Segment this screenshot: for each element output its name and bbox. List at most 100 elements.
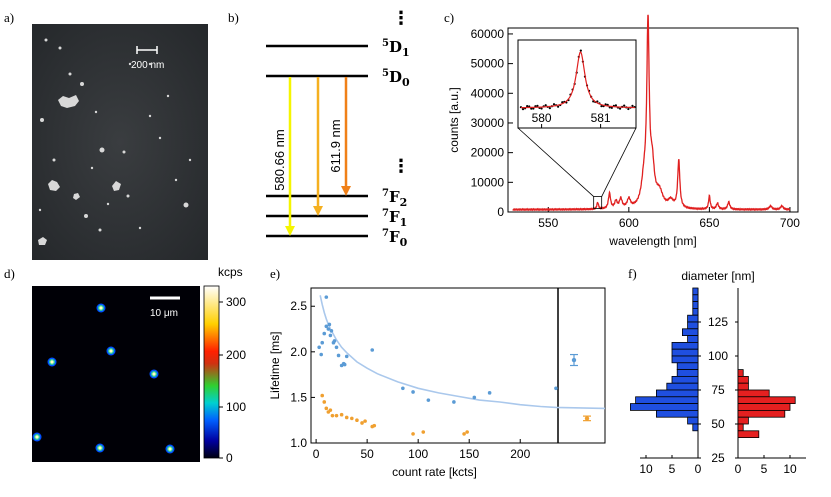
data-point-blue	[370, 348, 375, 352]
emitter-spot-core	[35, 435, 39, 439]
scale-bar-200nm	[136, 46, 158, 54]
colorbar	[203, 285, 220, 459]
emitter-spot-core	[99, 306, 103, 310]
data-point-orange	[324, 406, 329, 411]
colorbar-tick-label: 100	[226, 400, 246, 414]
zoom-box	[593, 196, 603, 209]
inset-data-point	[614, 104, 618, 107]
x-tick-label-right: 0	[735, 462, 742, 476]
histogram-bar-right	[737, 382, 749, 391]
data-point-orange	[465, 430, 469, 434]
histogram-bar-left	[692, 423, 699, 432]
inset-data-point	[610, 106, 613, 109]
histogram-bar-left	[671, 348, 699, 357]
x-tick-label-right: 10	[783, 462, 797, 476]
data-point-blue	[487, 391, 492, 395]
panel-label-b: b)	[228, 10, 239, 25]
sem-particles	[38, 38, 192, 245]
histogram-bar-left	[666, 382, 699, 391]
level-subscript: 1	[400, 216, 408, 229]
confocal-background	[32, 286, 200, 462]
histogram-bar-left	[682, 328, 699, 336]
histogram-bar-left	[692, 301, 699, 309]
data-point-orange	[328, 408, 333, 412]
inset-data-point	[532, 107, 535, 110]
colorbar-ticks: 300 200 100 0	[219, 295, 246, 465]
histogram-bar-left	[671, 341, 699, 350]
histogram-bar-right	[737, 423, 744, 432]
histogram-bar-left	[671, 355, 699, 364]
inset-data-point	[544, 104, 547, 107]
histogram-bar-left	[692, 307, 699, 316]
lifetime-frame	[310, 287, 606, 444]
transition-label-0: 580.66 nm	[272, 129, 287, 190]
level-superscript: 7	[382, 188, 389, 199]
panel-label-f: f)	[628, 266, 637, 281]
fit-curve	[319, 295, 606, 410]
data-point-orange	[344, 415, 349, 420]
x-tick-label: 650	[699, 216, 719, 230]
data-point-orange	[372, 423, 377, 428]
nanoparticle	[48, 180, 60, 191]
histogram-bar-right	[737, 409, 786, 418]
inset-data-point	[540, 107, 543, 110]
x-tick-label: 100	[408, 447, 428, 461]
y-tick-label: 75	[711, 383, 725, 397]
inset-data-point	[530, 107, 533, 110]
inset-data-point	[552, 103, 556, 106]
data-point-blue	[411, 390, 415, 394]
zoom-connector	[517, 127, 594, 197]
data-point-blue	[452, 400, 456, 404]
histogram-bar-left	[676, 369, 699, 377]
nanoparticle	[73, 193, 80, 200]
emitter-spot-core	[168, 447, 172, 451]
emitter-spot-core	[109, 349, 113, 353]
y-tick-label: 2.5	[290, 299, 307, 313]
level-superscript: 5	[382, 68, 389, 79]
ellipsis-1: ⋮	[392, 156, 410, 177]
histogram-bar-left	[687, 335, 699, 343]
data-point-blue	[319, 352, 324, 357]
histogram-bar-left	[692, 287, 699, 296]
histogram-title: diameter [nm]	[681, 269, 754, 283]
inset-data-point	[557, 105, 560, 108]
data-point-blue	[320, 340, 325, 345]
data-point-orange	[355, 418, 359, 423]
inset-data-point	[521, 108, 525, 111]
histogram-bar-left	[692, 294, 699, 302]
x-tick-label-left: 0	[695, 462, 702, 476]
y-axis-label: Lifetime [ms]	[268, 331, 282, 399]
scale-bar-label: 200 nm	[131, 60, 164, 71]
level-label-7F0: 7F0	[382, 228, 408, 249]
level-subscript: 0	[400, 236, 408, 249]
histogram-bar-right	[737, 396, 796, 404]
lifetime-chart: 0 50 100 150 200 1.0 1.5 2.0 2.5 count rate [kcts…	[268, 287, 606, 479]
data-point-blue	[332, 339, 337, 343]
histogram-bar-right	[737, 375, 749, 384]
level-letter: F	[389, 228, 400, 246]
data-point-orange	[350, 416, 354, 421]
data-point-blue	[326, 327, 331, 331]
sem-background	[32, 24, 208, 260]
y-tick-label: 0	[497, 205, 504, 219]
x-tick-label: 0	[313, 447, 320, 461]
spectrum-frame	[507, 27, 799, 213]
y-tick-label: 125	[708, 315, 728, 329]
y-tick-label: 30000	[471, 116, 505, 130]
transition-arrowhead-2	[341, 186, 351, 196]
inset-data-point	[579, 49, 582, 52]
colorbar-tick-label: 300	[226, 295, 246, 309]
x-tick-label: 550	[538, 216, 558, 230]
data-point-blue	[322, 331, 327, 336]
data-point-orange	[322, 400, 327, 404]
level-subscript: 2	[400, 196, 408, 209]
level-label-5D1: 5D1	[382, 38, 410, 59]
data-point-orange	[411, 432, 415, 436]
average-point	[584, 416, 590, 421]
data-point-blue	[324, 324, 329, 329]
histogram-bar-right	[737, 389, 770, 398]
y-tick-label: 25	[711, 451, 725, 465]
level-letter: D	[389, 68, 402, 86]
colorbar-title: kcps	[218, 265, 243, 279]
level-letter: D	[389, 38, 402, 56]
